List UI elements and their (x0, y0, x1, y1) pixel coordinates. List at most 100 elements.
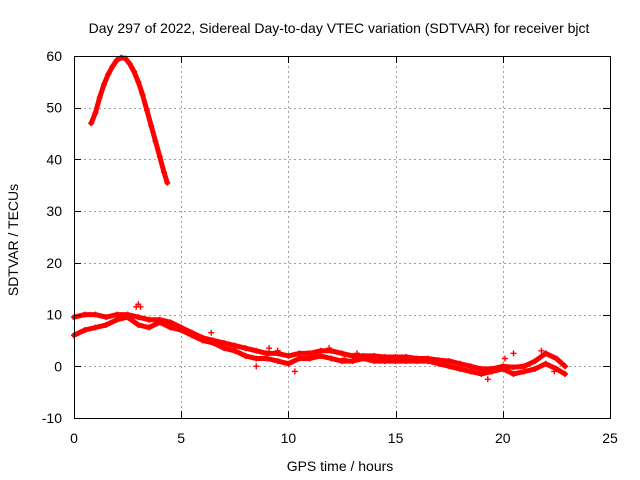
data-point (210, 340, 217, 347)
data-point (510, 350, 517, 357)
data-point (146, 316, 153, 323)
data-point (103, 321, 110, 328)
data-point (456, 360, 463, 367)
data-point (296, 350, 303, 357)
data-point (178, 327, 185, 334)
data-point (137, 303, 144, 310)
data-point (553, 355, 560, 362)
data-point (156, 153, 163, 160)
data-point (152, 138, 159, 145)
data-point (531, 358, 538, 365)
data-point (291, 368, 298, 375)
data-point (92, 324, 99, 331)
data-point (96, 94, 103, 101)
data-point (392, 358, 399, 365)
data-point (167, 319, 174, 326)
data-point (510, 364, 517, 371)
data-point (341, 355, 348, 362)
data-point (221, 340, 228, 347)
data-point (274, 358, 281, 365)
data-point (542, 350, 549, 357)
data-point (156, 319, 163, 326)
data-point (101, 81, 108, 88)
data-point (263, 350, 270, 357)
y-tick-label: 0 (54, 358, 62, 374)
y-tick-label: -10 (42, 410, 62, 426)
data-point (531, 365, 538, 372)
data-point (381, 358, 388, 365)
data-point (371, 358, 378, 365)
data-point (317, 347, 324, 354)
data-point (354, 350, 361, 357)
data-point (326, 345, 333, 352)
data-point (456, 365, 463, 372)
data-point (467, 368, 474, 375)
data-point (131, 68, 138, 75)
x-tick-label: 0 (70, 430, 78, 446)
data-point (478, 365, 485, 372)
data-point (510, 371, 517, 378)
data-point (360, 355, 367, 362)
data-point (403, 358, 410, 365)
data-point (124, 314, 131, 321)
data-point (263, 355, 270, 362)
data-point (296, 355, 303, 362)
data-point (542, 360, 549, 367)
y-tick-label: 20 (46, 255, 62, 271)
data-point (135, 321, 142, 328)
data-point (231, 342, 238, 349)
data-point (266, 345, 273, 352)
data-point (339, 350, 345, 357)
data-point (88, 120, 95, 127)
data-point (414, 358, 421, 365)
data-point (501, 355, 508, 362)
data-point (467, 363, 474, 370)
data-point (81, 311, 88, 318)
y-tick-label: 10 (46, 307, 62, 323)
y-tick-label: 60 (46, 48, 62, 64)
data-point (446, 358, 453, 365)
y-tick-label: 40 (46, 151, 62, 167)
data-point (135, 78, 142, 85)
data-point (221, 345, 228, 352)
data-point (304, 350, 311, 357)
data-point (113, 311, 120, 318)
chart-title: Day 297 of 2022, Sidereal Day-to-day VTE… (89, 20, 590, 36)
data-point (92, 311, 99, 318)
series-band-upper (71, 311, 568, 372)
y-tick-label: 30 (46, 203, 62, 219)
data-point (521, 363, 528, 370)
data-point (92, 109, 99, 116)
data-point (231, 347, 238, 354)
data-point (242, 345, 249, 352)
data-point (113, 57, 120, 64)
data-point (478, 371, 485, 378)
data-point (435, 360, 442, 367)
x-axis-label: GPS time / hours (287, 458, 394, 474)
data-point (103, 314, 110, 321)
data-point (167, 324, 174, 331)
data-point (424, 358, 431, 365)
x-tick-label: 20 (495, 430, 511, 446)
data-point (253, 355, 260, 362)
y-axis-label: SDTVAR / TECUs (5, 184, 21, 296)
plot-frame (74, 56, 611, 419)
data-point (113, 316, 120, 323)
data-point (105, 71, 112, 78)
data-point (328, 355, 335, 362)
data-point (285, 352, 292, 359)
data-point (161, 169, 168, 176)
axis-ticks: 0 5 10 15 20 25 -10 0 10 20 30 40 50 60 (42, 48, 618, 446)
data-point (253, 347, 260, 354)
data-point (199, 337, 206, 344)
data-point (146, 324, 153, 331)
data-point (446, 363, 453, 370)
data-point (317, 352, 324, 359)
data-point (148, 122, 155, 129)
series-band-lower (71, 314, 568, 378)
x-tick-label: 15 (388, 430, 404, 446)
data-point (371, 352, 378, 359)
data-point (118, 54, 125, 61)
